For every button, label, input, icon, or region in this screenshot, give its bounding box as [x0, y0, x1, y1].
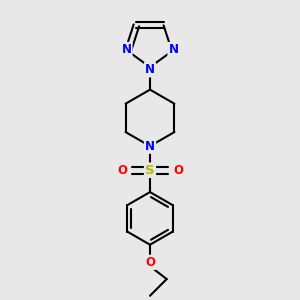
Text: N: N: [169, 43, 178, 56]
Text: S: S: [145, 164, 155, 177]
Text: O: O: [117, 164, 127, 177]
Text: O: O: [145, 256, 155, 269]
Text: N: N: [145, 140, 155, 153]
Text: N: N: [122, 43, 131, 56]
Text: O: O: [173, 164, 183, 177]
Text: N: N: [145, 63, 155, 76]
